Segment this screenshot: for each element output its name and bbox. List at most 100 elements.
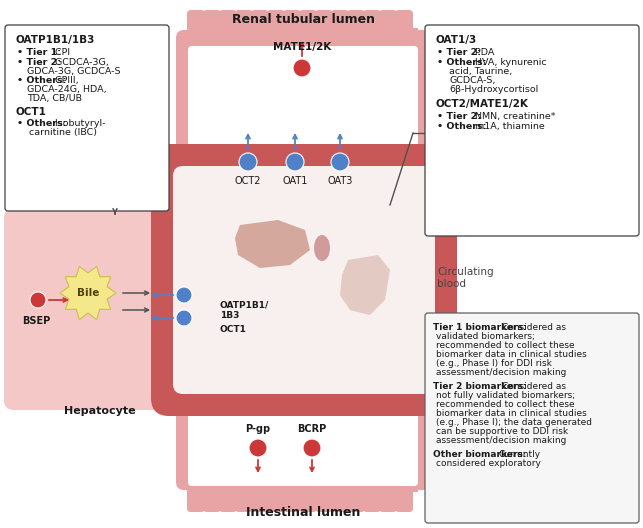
FancyBboxPatch shape — [187, 10, 205, 38]
FancyBboxPatch shape — [235, 484, 253, 512]
Text: • Others:: • Others: — [437, 58, 486, 67]
Text: MATE1/2K: MATE1/2K — [273, 42, 331, 52]
Text: Other biomarkers:: Other biomarkers: — [433, 450, 527, 459]
Text: • Tier 2:: • Tier 2: — [437, 48, 481, 57]
Text: PDA: PDA — [472, 48, 494, 57]
Text: HVA, kynurenic: HVA, kynurenic — [472, 58, 547, 67]
Ellipse shape — [314, 235, 330, 261]
Text: NMN, creatinine*: NMN, creatinine* — [472, 112, 556, 121]
Text: Tier 1 biomarkers:: Tier 1 biomarkers: — [433, 323, 527, 332]
Text: CPI: CPI — [52, 48, 70, 57]
Text: OAT3: OAT3 — [327, 176, 353, 186]
Text: OATP1B1/1B3: OATP1B1/1B3 — [15, 35, 95, 45]
Text: GDCA-24G, HDA,: GDCA-24G, HDA, — [27, 85, 107, 94]
Circle shape — [176, 287, 192, 303]
Text: • Others:: • Others: — [437, 122, 486, 131]
Text: Currently: Currently — [498, 450, 541, 459]
FancyBboxPatch shape — [267, 10, 285, 38]
Text: • Tier 1:: • Tier 1: — [17, 48, 61, 57]
Text: biomarker data in clinical studies: biomarker data in clinical studies — [436, 350, 587, 359]
FancyBboxPatch shape — [235, 10, 253, 38]
FancyBboxPatch shape — [187, 484, 205, 512]
Polygon shape — [340, 255, 390, 315]
FancyBboxPatch shape — [363, 484, 381, 512]
Circle shape — [176, 310, 192, 326]
Text: OATP1B1/
1B3: OATP1B1/ 1B3 — [220, 300, 269, 320]
Text: validated biomarkers;: validated biomarkers; — [436, 332, 535, 341]
Circle shape — [331, 153, 349, 171]
FancyBboxPatch shape — [315, 10, 333, 38]
Text: OCT2/MATE1/2K: OCT2/MATE1/2K — [435, 99, 528, 109]
FancyBboxPatch shape — [188, 400, 418, 486]
Circle shape — [30, 292, 46, 308]
Circle shape — [303, 439, 321, 457]
FancyBboxPatch shape — [267, 484, 285, 512]
FancyBboxPatch shape — [363, 10, 381, 38]
FancyBboxPatch shape — [395, 10, 413, 38]
FancyBboxPatch shape — [173, 166, 435, 394]
FancyBboxPatch shape — [251, 10, 269, 38]
Text: BSEP: BSEP — [22, 316, 50, 326]
FancyBboxPatch shape — [299, 484, 317, 512]
Text: assessment/decision making: assessment/decision making — [436, 368, 566, 377]
FancyBboxPatch shape — [315, 484, 333, 512]
Text: BCRP: BCRP — [297, 424, 327, 434]
Text: considered exploratory: considered exploratory — [436, 459, 541, 468]
Text: • Others:: • Others: — [17, 119, 66, 128]
Text: CPIII,: CPIII, — [52, 76, 78, 85]
FancyBboxPatch shape — [283, 484, 301, 512]
FancyBboxPatch shape — [4, 208, 195, 410]
Text: m1A, thiamine: m1A, thiamine — [472, 122, 545, 131]
Text: Intestinal lumen: Intestinal lumen — [246, 506, 360, 519]
Text: Bile: Bile — [77, 288, 99, 298]
Text: • Tier 2:: • Tier 2: — [437, 112, 481, 121]
FancyBboxPatch shape — [283, 10, 301, 38]
Text: OCT1: OCT1 — [220, 325, 247, 334]
Circle shape — [286, 153, 304, 171]
FancyBboxPatch shape — [151, 144, 457, 416]
FancyBboxPatch shape — [331, 484, 349, 512]
Circle shape — [239, 153, 257, 171]
Text: (e.g., Phase I) for DDI risk: (e.g., Phase I) for DDI risk — [436, 359, 552, 368]
FancyBboxPatch shape — [395, 484, 413, 512]
Text: Considered as: Considered as — [502, 323, 566, 332]
Text: Considered as: Considered as — [502, 382, 566, 391]
Text: carnitine (IBC): carnitine (IBC) — [29, 128, 97, 137]
Circle shape — [249, 439, 267, 457]
FancyBboxPatch shape — [425, 25, 639, 236]
FancyBboxPatch shape — [347, 484, 365, 512]
Bar — [188, 396, 418, 492]
FancyBboxPatch shape — [331, 10, 349, 38]
FancyBboxPatch shape — [299, 10, 317, 38]
Bar — [188, 28, 418, 162]
FancyBboxPatch shape — [203, 10, 221, 38]
Text: • Tier 2:: • Tier 2: — [17, 58, 61, 67]
Text: recommended to collect these: recommended to collect these — [436, 400, 575, 409]
FancyBboxPatch shape — [379, 484, 397, 512]
Text: TDA, CB/UB: TDA, CB/UB — [27, 94, 82, 103]
Polygon shape — [235, 220, 310, 268]
Text: Tier 2 biomarkers:: Tier 2 biomarkers: — [433, 382, 527, 391]
FancyBboxPatch shape — [347, 10, 365, 38]
Text: can be supportive to DDI risk: can be supportive to DDI risk — [436, 427, 568, 436]
Text: GCDCA-S,: GCDCA-S, — [449, 76, 495, 85]
FancyBboxPatch shape — [251, 484, 269, 512]
Circle shape — [293, 59, 311, 77]
FancyBboxPatch shape — [188, 46, 418, 156]
Text: Isobutyryl-: Isobutyryl- — [52, 119, 105, 128]
FancyBboxPatch shape — [176, 388, 430, 490]
FancyBboxPatch shape — [176, 30, 430, 170]
Text: biomarker data in clinical studies: biomarker data in clinical studies — [436, 409, 587, 418]
Text: OAT1: OAT1 — [282, 176, 308, 186]
Text: 6β-Hydroxycortisol: 6β-Hydroxycortisol — [449, 85, 538, 94]
Text: recommended to collect these: recommended to collect these — [436, 341, 575, 350]
Text: OCT1: OCT1 — [15, 107, 46, 117]
Text: Hepatocyte: Hepatocyte — [64, 406, 135, 416]
Text: assessment/decision making: assessment/decision making — [436, 436, 566, 445]
FancyBboxPatch shape — [379, 10, 397, 38]
Text: acid, Taurine,: acid, Taurine, — [449, 67, 512, 76]
FancyBboxPatch shape — [425, 313, 639, 523]
Text: Circulating
blood: Circulating blood — [437, 267, 494, 289]
Text: OAT1/3: OAT1/3 — [435, 35, 476, 45]
Text: GCDCA-3G,: GCDCA-3G, — [52, 58, 109, 67]
